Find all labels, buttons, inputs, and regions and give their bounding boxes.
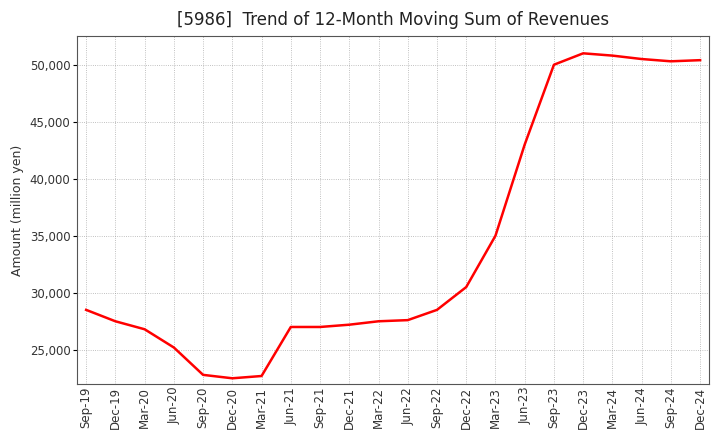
Title: [5986]  Trend of 12-Month Moving Sum of Revenues: [5986] Trend of 12-Month Moving Sum of R… — [177, 11, 609, 29]
Y-axis label: Amount (million yen): Amount (million yen) — [11, 144, 24, 276]
